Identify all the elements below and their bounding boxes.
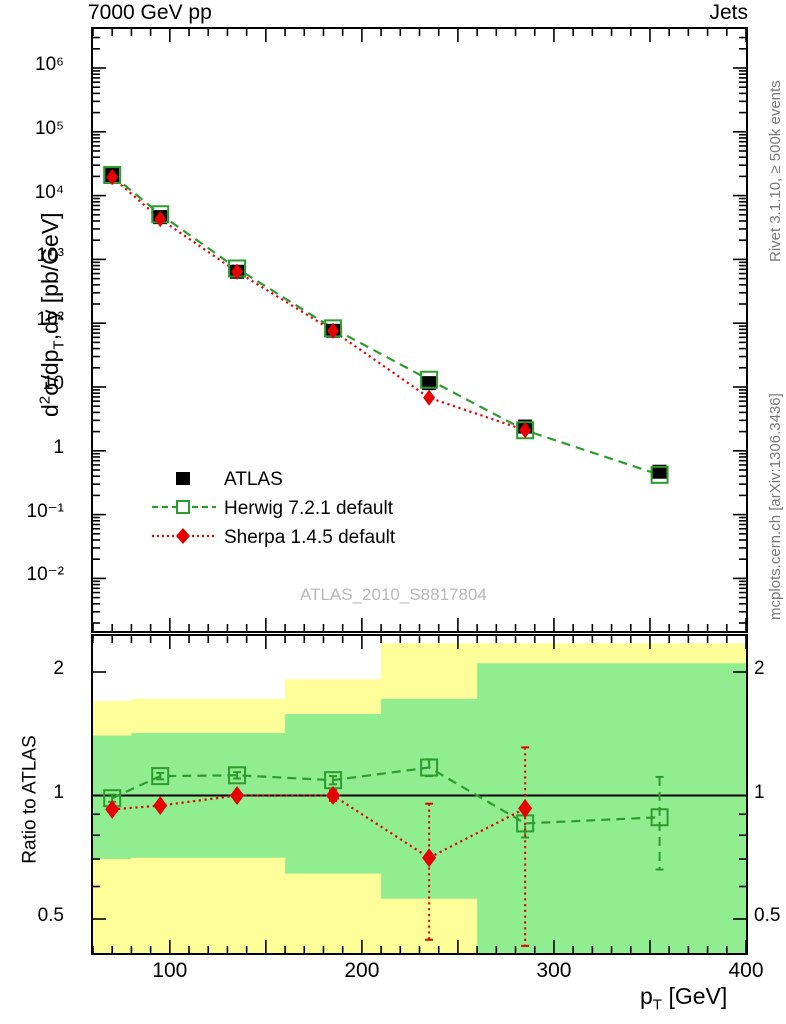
ratio-y-tick-label-left: 0.5 bbox=[37, 905, 64, 926]
main-y-tick-label: 10 bbox=[42, 373, 64, 394]
main-y-tick-label: 10⁶ bbox=[35, 54, 64, 75]
legend-marker-sherpa bbox=[152, 524, 216, 548]
main-y-tick-label: 10⁴ bbox=[34, 181, 64, 203]
main-y-tick-label: 10³ bbox=[36, 245, 64, 267]
x-tick-label: 100 bbox=[152, 959, 188, 982]
main-y-tick-label: 10⁵ bbox=[34, 117, 64, 139]
ratio-plot-panel bbox=[91, 634, 748, 955]
mcplots-reference-annotation: mcplots.cern.ch [arXiv:1306.3436] bbox=[767, 393, 784, 620]
main-y-tick-label: 10⁻² bbox=[26, 564, 65, 586]
legend-label-sherpa: Sherpa 1.4.5 default bbox=[224, 527, 396, 548]
main-y-tick-label: 10² bbox=[36, 309, 64, 331]
main-y-tick-label: 1 bbox=[53, 436, 64, 458]
ratio-y-tick-label-left: 2 bbox=[53, 658, 64, 679]
ratio-y-tick-label-right: 0.5 bbox=[754, 905, 781, 926]
legend-marker-herwig bbox=[152, 495, 216, 519]
legend-marker-atlas bbox=[152, 466, 216, 490]
header-left-beam-info: 7000 GeV pp bbox=[88, 1, 212, 24]
x-tick-label: 300 bbox=[536, 959, 572, 982]
x-tick-label: 200 bbox=[344, 959, 380, 982]
rivet-version-annotation: Rivet 3.1.10, ≥ 500k events bbox=[767, 80, 784, 262]
analysis-id-watermark: ATLAS_2010_S8817804 bbox=[300, 585, 487, 604]
main-y-tick-label: 10⁻¹ bbox=[26, 500, 65, 522]
x-axis-label: pT [GeV] bbox=[640, 983, 728, 1014]
legend-label-herwig: Herwig 7.2.1 default bbox=[224, 498, 393, 519]
x-tick-label: 400 bbox=[728, 959, 764, 982]
header-right-analysis-type: Jets bbox=[709, 1, 748, 24]
ratio-y-tick-label-left: 1 bbox=[53, 781, 64, 803]
ratio-y-axis-label: Ratio to ATLAS bbox=[19, 735, 41, 864]
ratio-y-tick-label-right: 2 bbox=[754, 658, 765, 679]
legend-label-atlas: ATLAS bbox=[224, 469, 283, 490]
ratio-y-tick-label-right: 1 bbox=[754, 781, 765, 803]
main-plot-panel bbox=[91, 27, 748, 633]
